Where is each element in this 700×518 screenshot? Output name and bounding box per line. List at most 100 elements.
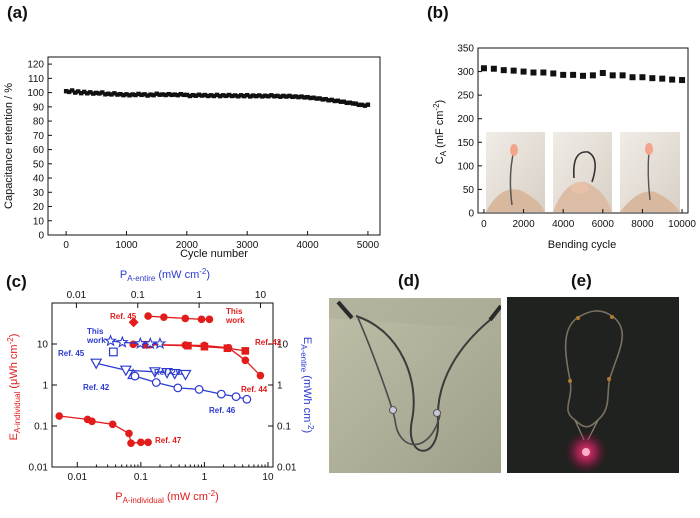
chart-c-point (148, 367, 161, 379)
chart-a-point (317, 96, 322, 101)
chart-a-point (181, 92, 187, 98)
chart-a-point (269, 93, 274, 98)
chart-a-point (118, 91, 123, 97)
chart-a-point (142, 92, 147, 97)
chart-a-point (353, 101, 359, 106)
chart-a-point (148, 92, 153, 97)
chart-c-ytick-label: 0.01 (29, 463, 49, 474)
chart-a-point (151, 92, 156, 98)
panel-label-d: (d) (398, 271, 420, 290)
chart-c-point (181, 314, 190, 323)
chart-c-point (168, 368, 181, 380)
chart-a-ytick-label: 20 (33, 202, 45, 213)
chart-a-point (287, 93, 292, 99)
panel-label-b: (b) (427, 3, 449, 22)
chart-c-xlabel: PA-individual (mW cm-2) (115, 489, 218, 505)
chart-b-point (480, 65, 487, 72)
chart-c-point (205, 315, 214, 324)
chart-a-xtick-label: 3000 (236, 240, 259, 251)
chart-a-point (103, 92, 108, 97)
chart-a-point (226, 92, 232, 98)
chart-b-ytick-label: 350 (457, 44, 474, 55)
chart-b: 0 2000 4000 6000 8000 10000 0 50 100 150 200 250 300… (432, 44, 696, 252)
chart-c-point (119, 365, 132, 377)
chart-b-point (639, 74, 646, 81)
chart-a-ytick-label: 50 (33, 159, 45, 170)
chart-a-point (241, 93, 247, 99)
chart-c-point (55, 412, 64, 420)
chart-b-ytick-label: 150 (457, 138, 474, 149)
photo-d (329, 298, 501, 473)
chart-b-ytick-label: 0 (468, 209, 474, 220)
panel-label-e: (e) (571, 271, 592, 290)
chart-a-point (109, 92, 114, 97)
chart-a-point (211, 93, 217, 99)
chart-a-point (347, 100, 353, 105)
chart-b-point (659, 75, 666, 82)
chart-a-point (160, 92, 165, 97)
chart-c-series-7 (90, 358, 192, 381)
bending-photo-2 (553, 132, 612, 212)
chart-a-ytick-label: 100 (27, 88, 44, 99)
chart-c-point (144, 438, 152, 447)
chart-a-point (106, 91, 111, 96)
chart-a-point (245, 92, 250, 98)
chart-c-point (108, 420, 117, 429)
chart-a-ticks: 0 1000 2000 3000 4000 5000 0 10 20 30 40 50 60 70 80 90… (27, 60, 379, 251)
chart-a-ytick-label: 70 (33, 131, 45, 142)
chart-a-point (205, 93, 211, 99)
chart-a-point (91, 91, 96, 96)
photo-e (507, 297, 679, 473)
chart-a-point (75, 89, 81, 94)
chart-c-point (223, 344, 232, 352)
chart-b-point (550, 70, 557, 77)
chart-a-point (344, 100, 349, 106)
chart-b-ylabel: CA (mF cm-2) (432, 100, 448, 164)
chart-a-point (350, 101, 356, 106)
chart-c-point (241, 356, 250, 365)
chart-b-point (669, 76, 676, 83)
chart-a-point (85, 91, 90, 96)
chart-a-point (257, 93, 262, 98)
chart-b-ytick-label: 300 (457, 67, 474, 78)
chart-a-point (178, 91, 183, 97)
chart-a-ytick-label: 120 (27, 60, 44, 71)
chart-b-point (560, 71, 567, 78)
chart-a-ytick-label: 10 (33, 216, 45, 227)
chart-a-point (341, 99, 346, 104)
chart-b-point (530, 69, 537, 76)
chart-a-point (263, 93, 268, 98)
chart-c-point (143, 336, 157, 350)
chart-a-point (232, 93, 238, 98)
chart-c-series-9 (130, 371, 252, 404)
chart-c-series-4 (55, 412, 152, 448)
chart-c-point (151, 378, 161, 387)
chart-c-point (104, 334, 117, 347)
chart-c-point (184, 341, 192, 350)
chart-c-annotation-ref46: Ref. 46 (209, 406, 236, 415)
chart-a-ytick-label: 90 (33, 102, 45, 113)
chart-a-point (293, 94, 298, 99)
chart-c-ytick-label: 1 (42, 381, 48, 392)
chart-a-point (251, 93, 256, 98)
chart-a-ytick-label: 110 (28, 74, 44, 85)
chart-c-top-xtick-label: 10 (255, 290, 267, 301)
chart-a-point (272, 94, 277, 99)
chart-a-point (326, 98, 331, 103)
chart-a-point (163, 92, 168, 98)
chart-a-point (329, 97, 334, 103)
chart-b-xlabel: Bending cycle (548, 239, 617, 251)
chart-a-xtick-label: 5000 (357, 240, 380, 251)
chart-b-ytick-label: 200 (457, 114, 474, 125)
chart-b-point (500, 67, 507, 74)
chart-c-point (142, 340, 150, 349)
chart-c-point (144, 312, 152, 320)
chart-a-point (82, 89, 87, 95)
chart-b-point (520, 68, 527, 75)
chart-a-point (284, 94, 289, 99)
chart-a-points (63, 88, 371, 108)
chart-a-point (145, 93, 150, 98)
chart-c-ytick-label: 0.1 (34, 422, 48, 433)
chart-a-xlabel: Cycle number (180, 248, 248, 260)
chart-a-point (202, 92, 208, 98)
